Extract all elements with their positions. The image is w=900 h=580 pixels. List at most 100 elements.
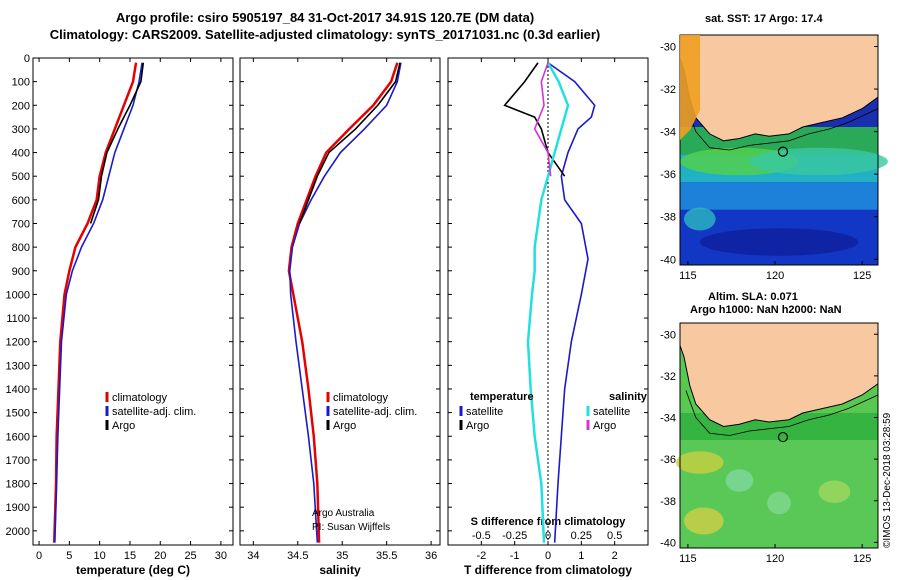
y-tick-label: 1200 bbox=[6, 337, 30, 349]
series-argo-line bbox=[89, 62, 145, 224]
legend-temp-climatology-label: climatology bbox=[112, 392, 168, 404]
x-axis-label: T difference from climatology bbox=[464, 563, 632, 577]
series-temperature-satellite-line bbox=[547, 62, 596, 543]
map2-blob bbox=[818, 480, 851, 503]
x-tick-label: 20 bbox=[154, 550, 166, 562]
map1-y-tick-label: -30 bbox=[660, 42, 676, 54]
map1-label: sat. SST: 17 Argo: 17.4 bbox=[705, 13, 823, 25]
series-climatology-line bbox=[287, 62, 399, 543]
y-tick-label: 2000 bbox=[6, 526, 30, 538]
map2-land bbox=[679, 322, 879, 428]
x-tick-label: 15 bbox=[124, 550, 136, 562]
map2-y-tick-label: -34 bbox=[660, 413, 676, 425]
x-tick-label: 35 bbox=[336, 550, 348, 562]
map2-y-tick-label: -40 bbox=[660, 537, 676, 549]
map2-contour bbox=[685, 390, 879, 436]
x-tick-label: 30 bbox=[215, 550, 227, 562]
series-argo-line bbox=[298, 62, 401, 224]
map2-y-tick-label: -30 bbox=[660, 329, 676, 341]
x-tick-label: 0 bbox=[545, 550, 551, 562]
map1-blob bbox=[749, 147, 888, 176]
map2-blob bbox=[683, 507, 724, 535]
map2-y-tick-label: -38 bbox=[660, 496, 676, 508]
s-diff-axis-label: S difference from climatology bbox=[471, 516, 627, 528]
x-tick-label: 10 bbox=[94, 550, 106, 562]
y-tick-label: 1600 bbox=[6, 431, 30, 443]
map2-blob bbox=[725, 469, 754, 492]
s-diff-tick-label: -0.5 bbox=[472, 530, 491, 542]
x-tick-label: 1 bbox=[578, 550, 584, 562]
y-tick-label: 700 bbox=[12, 218, 30, 230]
map2-blob bbox=[676, 451, 724, 474]
s-diff-tick-label: -0.25 bbox=[502, 530, 527, 542]
series-climatology-line bbox=[52, 62, 138, 543]
y-tick-label: 200 bbox=[12, 100, 30, 112]
legend-sal-climatology-label: climatology bbox=[333, 392, 389, 404]
map2-argo-float-marker bbox=[777, 431, 789, 443]
map1-warm-coast bbox=[680, 35, 700, 140]
map2-y-tick-label: -32 bbox=[660, 371, 676, 383]
map1-y-tick-label: -34 bbox=[660, 127, 676, 139]
legend-temp-satellite-label: satellite-adj. clim. bbox=[112, 406, 196, 418]
map2-label1: Altim. SLA: 0.071 bbox=[708, 291, 798, 303]
x-tick-label: -2 bbox=[476, 550, 486, 562]
y-tick-label: 100 bbox=[12, 77, 30, 89]
y-tick-label: 1100 bbox=[6, 313, 30, 325]
map2-x-tick-label: 120 bbox=[766, 553, 784, 565]
map1-blob bbox=[683, 207, 716, 231]
map1-y-tick-label: -40 bbox=[660, 254, 676, 266]
legend-diff-sal-satellite-label: satellite bbox=[593, 406, 630, 418]
y-tick-label: 800 bbox=[12, 242, 30, 254]
map1-blob bbox=[699, 228, 859, 256]
series-salinity-argo-line bbox=[533, 62, 552, 177]
s-diff-tick-label: 0.25 bbox=[571, 530, 592, 542]
map2-frame bbox=[679, 322, 879, 549]
credit-line2: PI: Susan Wijffels bbox=[312, 522, 390, 533]
y-tick-label: 1500 bbox=[6, 408, 30, 420]
map1-map bbox=[679, 34, 888, 266]
y-tick-label: 500 bbox=[12, 171, 30, 183]
y-tick-label: 1700 bbox=[6, 455, 30, 467]
y-tick-label: 300 bbox=[12, 124, 30, 136]
map2-x-tick-label: 125 bbox=[853, 553, 871, 565]
map2-blob bbox=[767, 491, 791, 515]
imos-credit: ©IMOS 13-Dec-2018 03:28:59 bbox=[882, 412, 893, 548]
x-tick-label: 35.5 bbox=[376, 550, 397, 562]
legend-sal-satellite-label: satellite-adj. clim. bbox=[333, 406, 417, 418]
map2-y-tick-label: -36 bbox=[660, 454, 676, 466]
legend-diff-temp-argo-label: Argo bbox=[466, 420, 489, 432]
x-axis-label: temperature (deg C) bbox=[76, 563, 190, 577]
series-satellite-adj--clim--line bbox=[288, 62, 402, 543]
chart-title-line1: Argo profile: csiro 5905197_84 31-Oct-20… bbox=[115, 10, 535, 25]
series-satellite-adj--clim--line bbox=[54, 62, 143, 543]
y-tick-label: 900 bbox=[12, 266, 30, 278]
y-tick-label: 1000 bbox=[6, 289, 30, 301]
legend-diff-sal-argo-label: Argo bbox=[593, 420, 616, 432]
legend-temp-argo-label: Argo bbox=[112, 420, 135, 432]
x-tick-label: 5 bbox=[66, 550, 72, 562]
plot-frame-sal bbox=[239, 57, 441, 546]
x-tick-label: 2 bbox=[612, 550, 618, 562]
y-tick-label: 0 bbox=[24, 53, 30, 65]
legend-diff-temp-satellite-label: satellite bbox=[466, 406, 503, 418]
s-diff-tick-label: 0.5 bbox=[607, 530, 622, 542]
s-diff-tick-label: 0 bbox=[545, 530, 551, 542]
x-tick-label: -1 bbox=[510, 550, 520, 562]
x-tick-label: 25 bbox=[184, 550, 196, 562]
map2-map bbox=[676, 322, 879, 549]
map1-frame bbox=[679, 34, 879, 266]
map1-argo-float-marker bbox=[777, 146, 789, 157]
map1-y-tick-label: -36 bbox=[660, 169, 676, 181]
series-salinity-satellite-line bbox=[526, 62, 570, 543]
y-tick-label: 1800 bbox=[6, 479, 30, 491]
x-tick-label: 34 bbox=[247, 550, 259, 562]
legend-diff-temp-header: temperature bbox=[470, 391, 534, 403]
map1-contour bbox=[685, 103, 879, 151]
y-tick-label: 1300 bbox=[6, 360, 30, 372]
map1-band bbox=[680, 182, 878, 210]
legend-diff-sal-header: salinity bbox=[609, 391, 648, 403]
y-tick-label: 1900 bbox=[6, 502, 30, 514]
x-tick-label: 36 bbox=[425, 550, 437, 562]
x-tick-label: 34.5 bbox=[287, 550, 308, 562]
